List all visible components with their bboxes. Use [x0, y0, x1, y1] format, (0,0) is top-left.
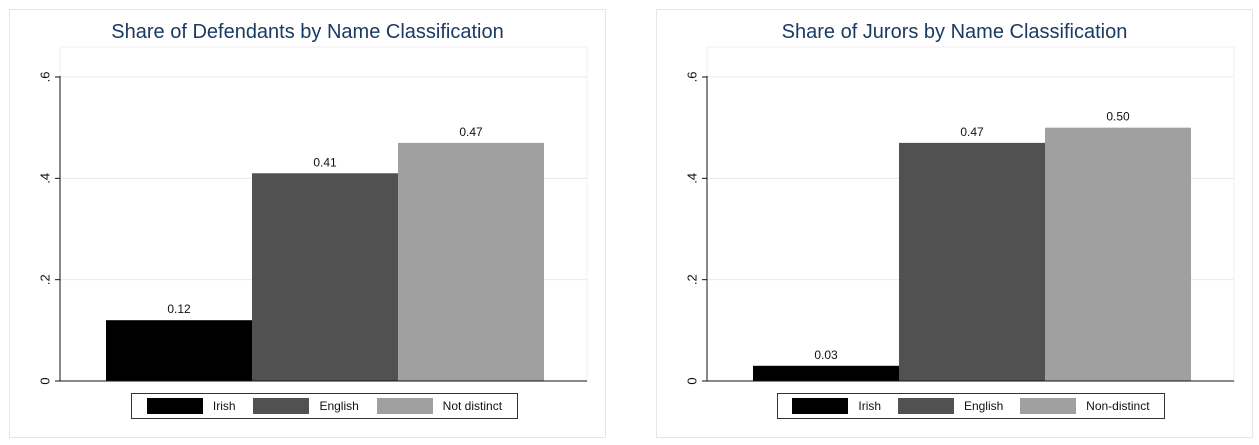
jurors-bar-chart: 0 .2 .4 .6 0.03 0.47 0.50	[684, 46, 1235, 385]
legend-item-english: English	[253, 398, 359, 414]
data-label: 0.47	[960, 125, 984, 139]
legend-swatch	[897, 398, 954, 414]
legend-label: English	[319, 399, 359, 413]
legend-label: Irish	[858, 399, 882, 413]
y-tick-label: .2	[684, 274, 699, 285]
data-label: 0.03	[814, 348, 838, 362]
y-tick-label: .6	[684, 72, 699, 83]
legend-item-irish: Irish	[146, 398, 236, 414]
legend-item-non-distinct: Non-distinct	[1020, 398, 1150, 414]
y-tick-label: .4	[37, 173, 52, 184]
bar-english	[252, 173, 398, 381]
legend-item-irish: Irish	[792, 398, 881, 414]
y-tick-label: 0	[684, 377, 699, 384]
legend-item-english: English	[897, 398, 1004, 414]
bar-irish	[106, 320, 252, 381]
legend-label: Non-distinct	[1086, 399, 1150, 413]
legend-swatch	[792, 398, 849, 414]
defendants-bar-chart: 0 .2 .4 .6 0.12 0.41 0.47	[37, 46, 588, 385]
chart-title: Share of Defendants by Name Classificati…	[111, 21, 504, 43]
y-tick-label: .4	[684, 173, 699, 184]
y-tick-label: 0	[37, 377, 52, 384]
legend-label: Not distinct	[442, 399, 503, 413]
legend-swatch	[146, 398, 203, 414]
defendants-chart-panel: Share of Defendants by Name Classificati…	[9, 9, 606, 438]
bar-not-distinct	[398, 142, 544, 381]
bar-english	[899, 142, 1045, 381]
legend-swatch	[253, 398, 310, 414]
y-tick-label: .6	[37, 72, 52, 83]
bar-non-distinct	[1045, 127, 1191, 382]
data-label: 0.12	[167, 302, 191, 316]
bar-irish	[753, 365, 899, 381]
legend-swatch	[1020, 398, 1077, 414]
chart-title: Share of Jurors by Name Classification	[781, 21, 1128, 43]
data-label: 0.50	[1106, 110, 1130, 124]
legend-label: English	[963, 399, 1004, 413]
legend-label: Irish	[212, 399, 236, 413]
data-label: 0.41	[313, 155, 337, 169]
jurors-chart-panel: Share of Jurors by Name Classification 0…	[656, 9, 1253, 438]
legend-swatch	[376, 398, 433, 414]
chart-legend: Irish English Non-distinct	[777, 393, 1165, 419]
y-tick-label: .2	[37, 274, 52, 285]
chart-legend: Irish English Not distinct	[131, 393, 518, 419]
data-label: 0.47	[459, 125, 483, 139]
legend-item-not-distinct: Not distinct	[376, 398, 503, 414]
